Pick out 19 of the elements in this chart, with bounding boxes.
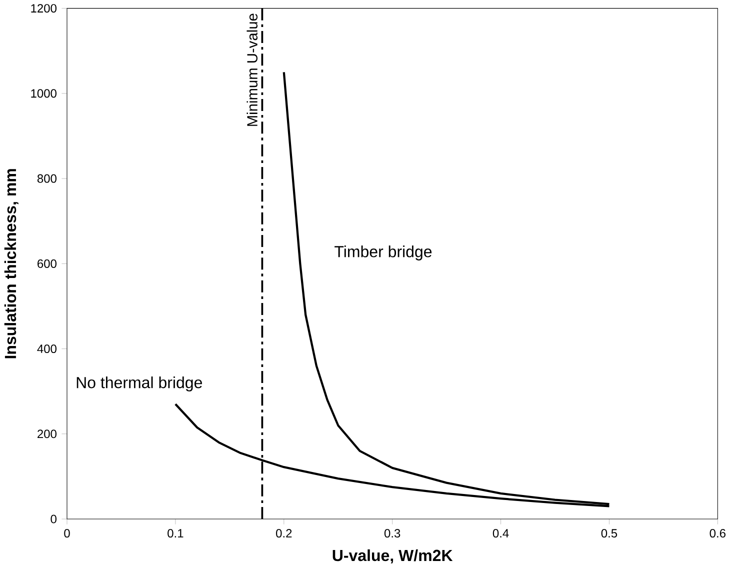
y-tick-label: 0	[50, 514, 56, 524]
y-tick-label: 200	[38, 430, 56, 438]
series-label: No thermal bridge	[76, 376, 202, 392]
ref-line-label: Minimum U-value	[246, 14, 258, 126]
x-tick-label: 0.3	[384, 529, 400, 538]
x-tick-label: 0.2	[276, 529, 292, 538]
y-tick-label: 600	[38, 259, 56, 268]
x-tick-label: 0.4	[492, 529, 509, 538]
y-tick-label: 800	[37, 174, 56, 183]
x-tick-label: 0	[64, 529, 70, 538]
text: Timber bridge	[334, 246, 432, 260]
y-tick-label: 1200	[31, 4, 56, 13]
y-axis-title: Insulation thickness, mm	[4, 169, 18, 358]
x-tick-label: 0.5	[601, 529, 618, 538]
x-tick-label: 0.1	[168, 529, 184, 538]
y-tick-label: 1000	[31, 89, 56, 98]
x-tick-label: 0.6	[710, 529, 726, 538]
x-axis-title: U-value, W/m2K	[332, 549, 453, 564]
y-tick-label: 400	[37, 344, 56, 354]
